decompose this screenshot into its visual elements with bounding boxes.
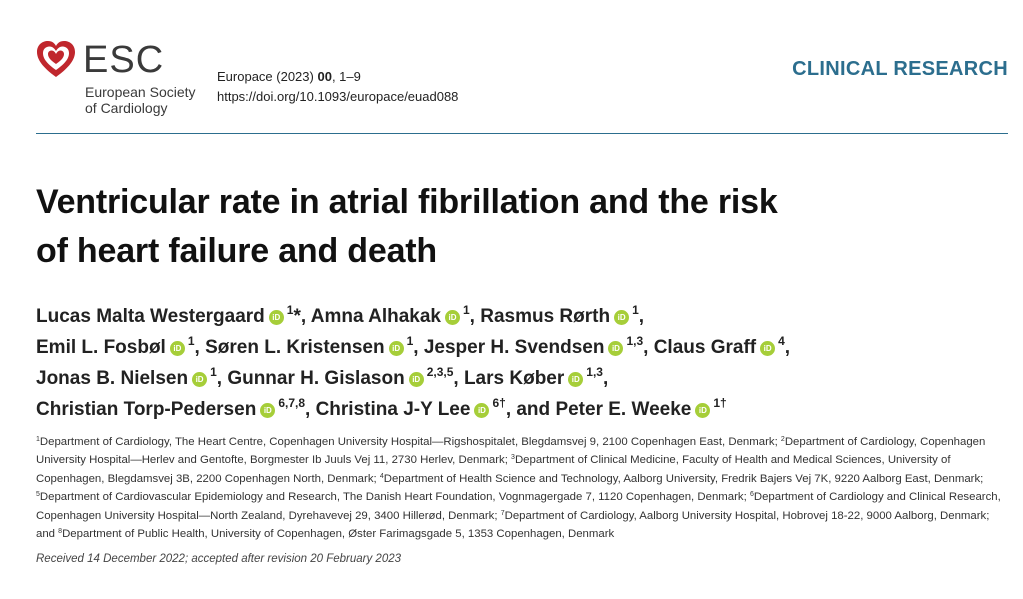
- author-name: Claus Graff: [653, 337, 757, 358]
- author-separator: ,: [453, 368, 464, 389]
- author-affiliation-sup: 1†: [713, 396, 727, 410]
- author-affiliation-sup: 4: [778, 334, 785, 348]
- author-separator: ,: [216, 368, 228, 389]
- author-affiliation-sup: 1: [632, 303, 639, 317]
- author-list: Lucas Malta Westergaard iD1*, Amna Alhaka…: [36, 301, 1011, 425]
- author-affiliation-sup: 6,7,8: [278, 396, 306, 410]
- author-affiliation-sup: 1: [406, 334, 414, 348]
- author-affiliation-sup: 1: [187, 334, 195, 348]
- orcid-icon[interactable]: iD: [444, 310, 460, 325]
- esc-brand-subtitle: European Society of Cardiology: [85, 84, 196, 116]
- author-name: Jesper H. Svendsen: [423, 337, 605, 358]
- author-separator: ,: [643, 337, 654, 358]
- affiliation-number: 7: [500, 509, 505, 517]
- orcid-icon[interactable]: iD: [568, 372, 584, 387]
- esc-heart-logo-icon: [37, 41, 75, 77]
- affiliation-text: Department of Clinical Medicine, Faculty…: [36, 454, 951, 485]
- journal-volume: 00: [317, 69, 332, 84]
- author-separator: ,: [784, 337, 791, 358]
- author-name: Lars Køber: [463, 368, 565, 389]
- received-dates: Received 14 December 2022; accepted afte…: [36, 553, 402, 565]
- author-affiliation-sup: 1,3: [586, 365, 603, 379]
- orcid-icon[interactable]: iD: [695, 403, 711, 418]
- affiliation-text: Department of Cardiology, The Heart Cent…: [39, 436, 781, 448]
- author-affiliation-sup: 1: [210, 365, 217, 379]
- author-name: Gunnar H. Gislason: [227, 368, 405, 389]
- affiliation-text: Department of Public Health, University …: [62, 528, 615, 541]
- section-label: CLINICAL RESEARCH: [792, 58, 1008, 80]
- affiliation-text: Department of Cardiology, Aalborg Univer…: [36, 509, 990, 541]
- header-divider: [36, 133, 1008, 134]
- author-name: Lucas Malta Westergaard: [36, 306, 265, 327]
- affiliation-text: Department of Cardiology, Copenhagen Uni…: [36, 436, 986, 467]
- esc-brand: ESC: [83, 39, 165, 81]
- author-name: Christian Torp-Pedersen: [36, 399, 257, 420]
- orcid-icon[interactable]: iD: [474, 403, 490, 418]
- author-separator: , and: [505, 399, 556, 420]
- affiliation-number: 3: [511, 454, 515, 462]
- orcid-icon[interactable]: iD: [408, 372, 424, 387]
- affiliation-text: Department of Cardiovascular Epidemiolog…: [39, 491, 750, 504]
- author-separator: ,: [194, 337, 206, 358]
- author-name: Amna Alhakak: [310, 306, 441, 327]
- affiliation-number: 4: [379, 472, 384, 480]
- doi-link[interactable]: https://doi.org/10.1093/europace/euad088: [217, 89, 459, 104]
- affiliation-number: 6: [749, 491, 754, 499]
- author-separator: ,: [305, 399, 316, 420]
- author-affiliation-sup: 6†: [492, 396, 506, 410]
- orcid-icon[interactable]: iD: [260, 403, 276, 418]
- author-separator: ,: [469, 306, 481, 327]
- author-separator: *,: [293, 306, 311, 327]
- orcid-icon[interactable]: iD: [760, 341, 776, 356]
- author-separator: ,: [413, 337, 424, 358]
- author-name: Søren L. Kristensen: [205, 337, 385, 358]
- author-name: Emil L. Fosbøl: [36, 337, 166, 358]
- journal-name: Europace (2023): [217, 69, 314, 84]
- journal-pages: , 1–9: [331, 69, 361, 84]
- author-affiliation-sup: 1: [286, 303, 294, 317]
- author-name: Christina J-Y Lee: [315, 399, 471, 420]
- author-name: Peter E. Weeke: [555, 399, 692, 420]
- orcid-icon[interactable]: iD: [192, 372, 208, 387]
- author-affiliation-sup: 1,3: [626, 334, 644, 348]
- article-title: Ventricular rate in atrial fibrillation …: [36, 183, 778, 270]
- orcid-icon[interactable]: iD: [169, 341, 185, 356]
- affiliation-number: 2: [780, 436, 785, 443]
- author-separator: ,: [602, 368, 609, 389]
- affiliation-text: Department of Health Science and Technol…: [383, 472, 984, 485]
- affiliations: 1Department of Cardiology, The Heart Cen…: [36, 433, 1001, 543]
- author-affiliation-sup: 2,3,5: [426, 365, 454, 379]
- author-name: Rasmus Rørth: [480, 306, 611, 327]
- author-affiliation-sup: 1: [462, 303, 470, 317]
- journal-citation: Europace (2023) 00, 1–9 https://doi.org/…: [217, 67, 458, 107]
- orcid-icon[interactable]: iD: [614, 310, 630, 325]
- orcid-icon[interactable]: iD: [268, 310, 284, 325]
- affiliation-text: Department of Cardiology and Clinical Re…: [36, 491, 1001, 522]
- affiliation-number: 8: [58, 528, 63, 536]
- affiliation-number: 1: [36, 436, 40, 443]
- author-name: Jonas B. Nielsen: [36, 368, 189, 389]
- author-separator: ,: [638, 306, 645, 327]
- affiliation-number: 5: [36, 491, 40, 499]
- orcid-icon[interactable]: iD: [388, 341, 404, 356]
- orcid-icon[interactable]: iD: [608, 341, 624, 356]
